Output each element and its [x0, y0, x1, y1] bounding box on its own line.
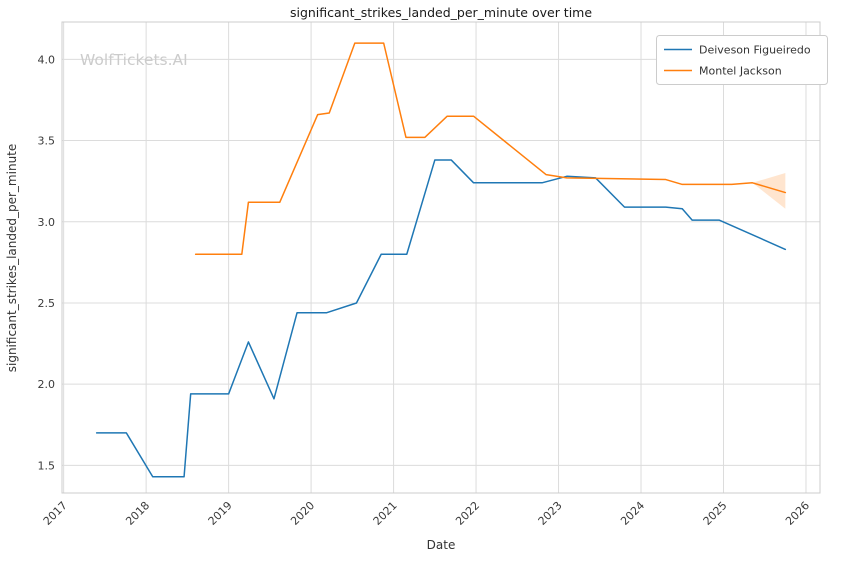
legend-label: Montel Jackson — [699, 65, 782, 78]
x-tick-label: 2022 — [453, 499, 482, 528]
x-tick-label: 2018 — [123, 499, 152, 528]
x-tick-label: 2025 — [701, 499, 730, 528]
x-tick-label: 2026 — [783, 499, 812, 528]
x-tick-label: 2020 — [288, 499, 317, 528]
confidence-band-montel-jackson — [752, 173, 786, 209]
y-tick-label: 2.0 — [38, 378, 56, 391]
legend-label: Deiveson Figueiredo — [699, 44, 811, 57]
x-axis-label: Date — [427, 538, 456, 552]
plot-border — [61, 21, 821, 494]
y-tick-label: 1.5 — [38, 459, 56, 472]
legend-entry: Deiveson Figueiredo — [664, 44, 811, 57]
x-tick-label: 2021 — [371, 499, 400, 528]
legend-entry: Montel Jackson — [664, 65, 782, 78]
x-tick-label: 2024 — [618, 499, 647, 528]
y-axis-label: significant_strikes_landed_per_minute — [5, 144, 19, 373]
tick-labels: 2017 2018 2019 2020 2021 2022 2023 2024 2025 2026… — [38, 53, 813, 528]
x-tick-label: 2019 — [206, 499, 235, 528]
x-tick-label: 2017 — [41, 499, 70, 528]
legend-box — [656, 35, 828, 85]
series-line-montel-jackson — [194, 42, 787, 256]
y-tick-label: 2.5 — [38, 297, 56, 310]
legend: Deiveson Figueiredo Montel Jackson — [656, 35, 828, 85]
y-tick-label: 3.5 — [38, 135, 56, 148]
chart-title: significant_strikes_landed_per_minute ov… — [290, 5, 592, 20]
gridlines — [62, 22, 820, 493]
y-tick-label: 3.0 — [38, 216, 56, 229]
series-layer — [95, 42, 787, 478]
x-tick-label: 2023 — [536, 499, 565, 528]
watermark: WolfTickets.AI — [80, 51, 188, 69]
series-line-deiveson-figueiredo — [95, 159, 787, 478]
y-tick-label: 4.0 — [38, 53, 56, 66]
